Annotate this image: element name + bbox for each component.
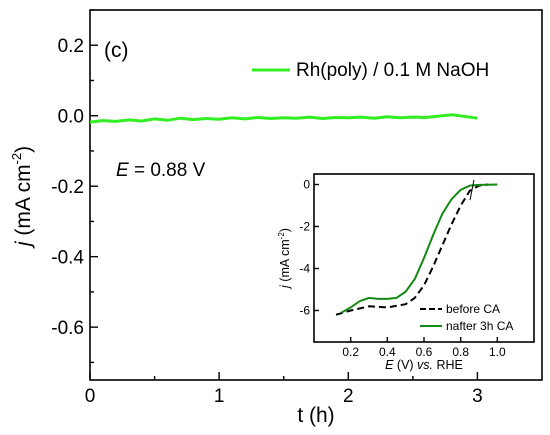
- inset-y-tick-label: 0: [303, 178, 310, 192]
- main-y-tick-label: -0.2: [51, 177, 84, 198]
- inset-y-axis-symbol: j: [278, 284, 292, 290]
- main-x-axis-label: t (h): [297, 404, 334, 427]
- inset-x-axis: 0.2 0.4 0.6 0.8 1.0: [342, 337, 506, 359]
- inset-y-axis-exponent: -2: [277, 232, 286, 240]
- inset-x-tick-label: 0.4: [379, 345, 396, 359]
- main-y-axis-close: ): [12, 146, 35, 153]
- main-x-tick-label: 3: [472, 386, 483, 407]
- inset-x-axis-ref: RHE: [433, 358, 463, 372]
- main-y-tick-label: -0.4: [51, 248, 84, 269]
- legend-label-after: nafter 3h CA: [446, 319, 513, 333]
- potential-annotation: E = 0.88 V: [116, 160, 206, 181]
- main-x-tick-label: 2: [343, 386, 354, 407]
- inset-y-axis-close: ): [278, 228, 292, 232]
- inset-plot: 0.2 0.4 0.6 0.8 1.0 0 -2 -4 -6 before CA nafter…: [277, 172, 536, 372]
- panel-label: (c): [104, 39, 129, 62]
- before-ca-line: [335, 183, 489, 316]
- inset-y-tick-label: -2: [299, 220, 310, 234]
- inset-x-axis-symbol: E: [385, 358, 394, 372]
- potential-value: = 0.88 V: [129, 160, 206, 181]
- legend-label-ca: Rh(poly) / 0.1 M NaOH: [296, 60, 489, 81]
- inset-x-axis-unit: (V): [393, 358, 417, 372]
- main-y-axis-label: j (mA cm-2): [9, 146, 35, 249]
- main-y-axis-unit: (mA cm: [12, 164, 35, 241]
- ca-series-line: [89, 113, 478, 124]
- inset-y-tick-label: -6: [299, 304, 310, 318]
- inset-x-axis-label: E (V) vs. RHE: [385, 358, 463, 372]
- after-ca-line: [341, 183, 498, 314]
- main-x-tick-label: 1: [214, 386, 225, 407]
- main-y-axis-symbol: j: [12, 240, 35, 249]
- inset-x-tick-label: 0.2: [342, 345, 359, 359]
- main-plot-frame: [89, 9, 543, 381]
- inset-x-tick-label: 0.8: [452, 345, 469, 359]
- inset-marker-line: [469, 179, 475, 201]
- main-x-axis: 0 1 2 3: [85, 372, 483, 407]
- legend-label-before: before CA: [446, 302, 500, 316]
- main-y-axis: 0.2 0.0 -0.2 -0.4 -0.6: [51, 9, 98, 364]
- inset-y-axis-unit: (mA cm: [278, 239, 292, 285]
- main-y-tick-label: 0.0: [58, 107, 84, 128]
- main-y-tick-label: -0.6: [51, 318, 84, 339]
- inset-y-axis: 0 -2 -4 -6: [299, 178, 319, 318]
- inset-x-tick-label: 1.0: [489, 345, 506, 359]
- inset-x-tick-label: 0.6: [416, 345, 433, 359]
- main-plot: 0 1 2 3 0.2 0.0 -0.2 -0.4 -0.6 (c) Rh(poly) / 0…: [9, 9, 543, 427]
- main-y-axis-exponent: -2: [9, 153, 24, 165]
- inset-y-tick-label: -4: [299, 262, 310, 276]
- inset-x-axis-vs: vs.: [417, 358, 433, 372]
- potential-symbol: E: [116, 160, 129, 181]
- main-y-tick-label: 0.2: [58, 36, 84, 57]
- inset-y-axis-label: j (mA cm-2): [277, 228, 292, 290]
- main-x-tick-label: 0: [85, 386, 96, 407]
